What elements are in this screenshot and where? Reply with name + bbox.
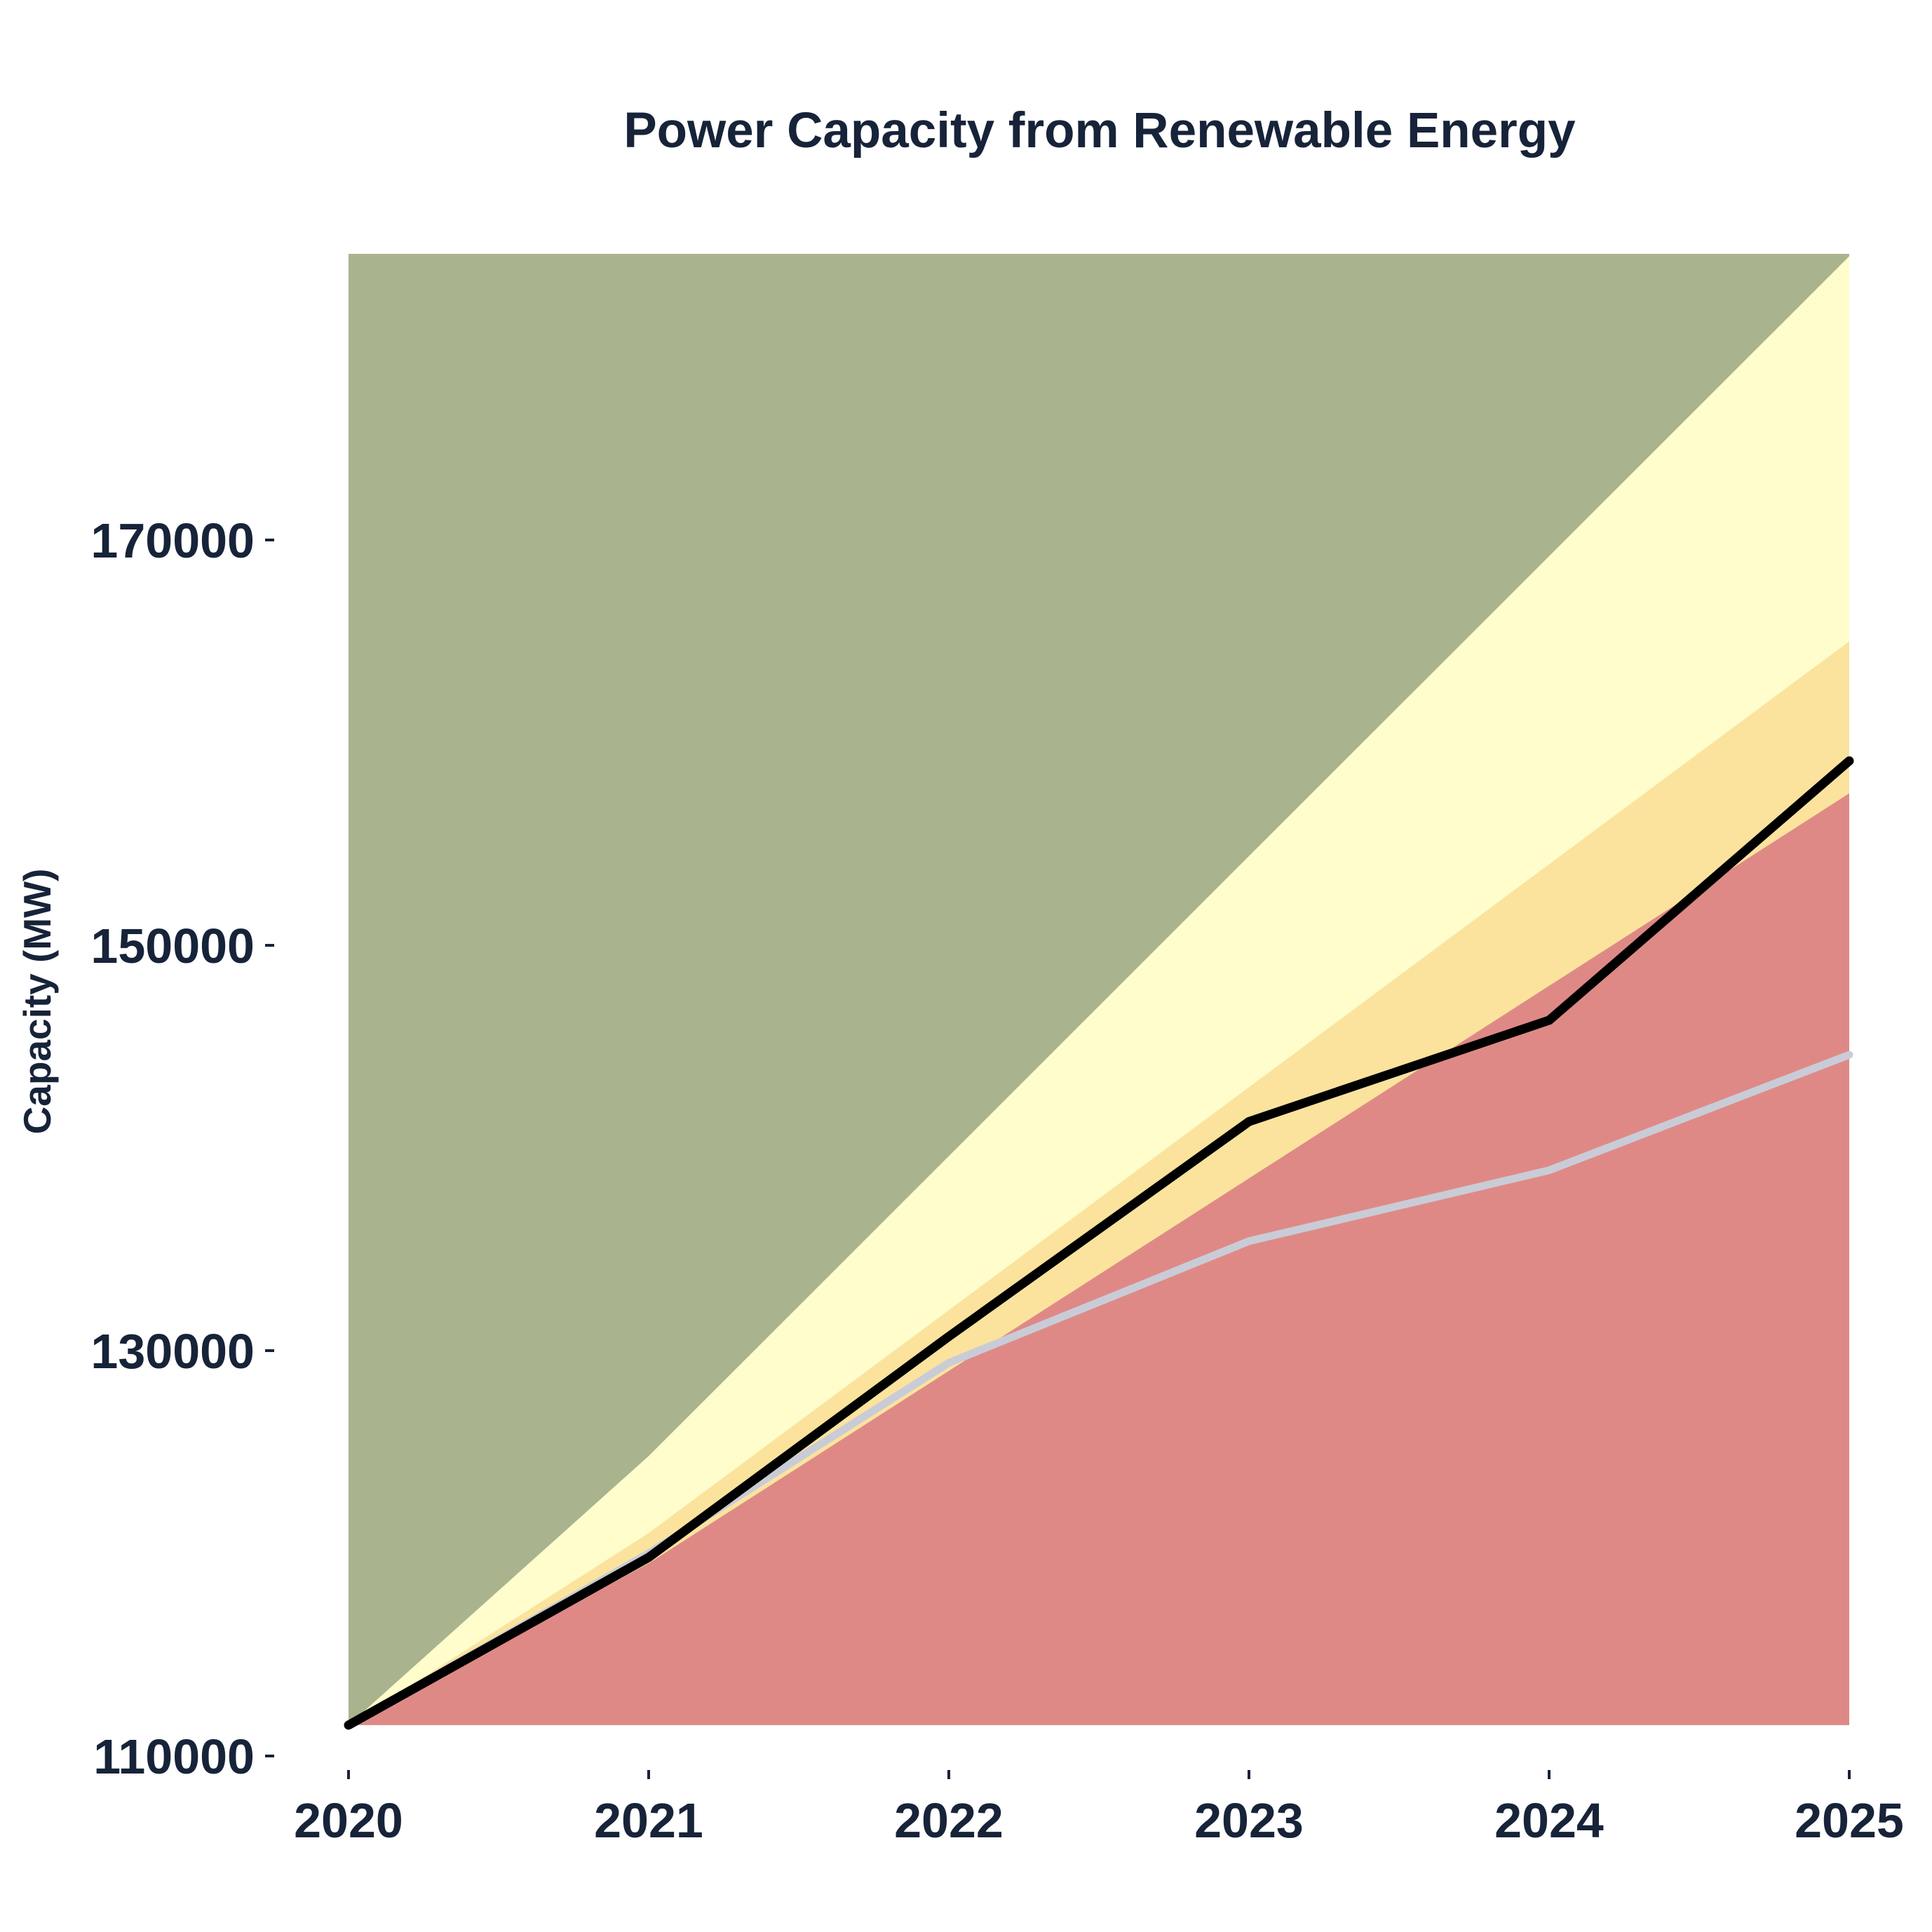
y-axis-label: Capacity (MW) [15, 869, 59, 1135]
band-3 [349, 793, 1849, 1725]
background-bands [349, 254, 1849, 1726]
x-tick-label: 2024 [1494, 1793, 1604, 1848]
series-line-0 [344, 756, 1854, 1730]
y-tick-label: 170000 [90, 513, 255, 568]
x-tick-label: 2023 [1194, 1793, 1304, 1848]
x-tick-label: 2025 [1795, 1793, 1904, 1848]
y-tick-label: 130000 [90, 1324, 255, 1379]
axes: 110000 130000 150000 170000 2020 2021 2022 2023… [90, 513, 1903, 1848]
x-tick-label: 2020 [294, 1793, 403, 1848]
y-tick-label: 110000 [93, 1729, 255, 1784]
series-lines [344, 756, 1854, 1730]
x-tick-label: 2022 [894, 1793, 1004, 1848]
x-tick-label: 2021 [594, 1793, 703, 1848]
chart-title: Power Capacity from Renewable Energy [623, 103, 1576, 158]
y-tick-label: 150000 [90, 919, 255, 973]
